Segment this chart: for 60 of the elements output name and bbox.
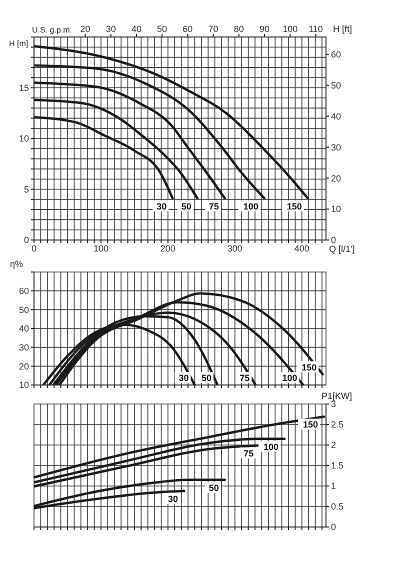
x-tick-label: 300 (227, 243, 242, 254)
y2-tick-label: 10 (331, 204, 342, 214)
y-tick-label: 50 (18, 304, 29, 315)
x-tick-label: 0 (31, 243, 37, 254)
series-label: 75 (208, 201, 219, 212)
y2-tick-label: 40 (331, 111, 342, 122)
y2-tick-label: 50 (331, 80, 342, 90)
y-tick-label: 20 (18, 361, 29, 372)
x2-tick-label: 80 (234, 24, 244, 34)
x-tick-label: 100 (93, 243, 108, 254)
y-tick-label: 15 (18, 82, 29, 93)
series-label: 150 (286, 201, 302, 212)
x2-tick-label: 110 (308, 24, 323, 34)
y-tick-label: 30 (18, 342, 29, 353)
y2-tick-label: 0 (331, 522, 336, 532)
series-label: 30 (178, 373, 189, 383)
x-tick-label: 400 (294, 243, 310, 254)
x2-tick-label: 30 (106, 24, 116, 34)
y-tick-label: 5 (24, 184, 29, 194)
series-label: 30 (156, 201, 167, 212)
series-label: 100 (282, 373, 298, 383)
y-tick-label: 10 (18, 134, 29, 144)
x2-tick-label: 100 (282, 24, 298, 34)
y-tick-label: 60 (18, 286, 29, 296)
x2-tick-label: 70 (208, 24, 218, 34)
y2-tick-label: 0 (331, 235, 336, 246)
y-axis-title: η% (10, 259, 24, 269)
x2-tick-label: 40 (131, 24, 142, 34)
y2-tick-label: 3 (331, 399, 336, 410)
series-label: 75 (240, 373, 250, 383)
y2-axis-title: H [ft] (332, 24, 352, 34)
y2-tick-label: 60 (331, 50, 342, 60)
y-tick-label: 10 (18, 380, 29, 390)
y2-axis-title: P1[KW] (321, 391, 352, 401)
series-label: 75 (244, 448, 254, 458)
y2-tick-label: 1 (331, 481, 336, 492)
x-axis-title: Q [l/1'] (329, 244, 355, 254)
y2-tick-label: 2 (331, 440, 336, 450)
x2-tick-label: 20 (80, 24, 90, 34)
y-tick-label: 0 (24, 235, 29, 246)
y2-tick-label: 1.5 (331, 460, 344, 471)
y2-tick-label: 20 (331, 173, 342, 184)
y-axis-title: H [m] (9, 39, 28, 48)
x2-tick-label: 50 (157, 24, 168, 34)
x2-tick-label: 60 (182, 24, 193, 34)
series-label: 100 (263, 442, 278, 452)
series-label: 30 (168, 494, 178, 504)
series-label: 100 (243, 201, 258, 212)
series-label: 50 (201, 373, 212, 383)
y2-tick-label: 2.5 (331, 420, 344, 430)
series-label: 50 (181, 201, 192, 212)
x2-axis-title: U.S. g.p.m. (32, 26, 72, 34)
x2-tick-label: 90 (260, 24, 270, 34)
y2-tick-label: 0.5 (331, 502, 344, 512)
y-tick-label: 40 (18, 324, 29, 334)
x-tick-label: 200 (160, 243, 176, 254)
series-label: 150 (302, 362, 317, 372)
y2-tick-label: 30 (331, 142, 342, 152)
series-label: 50 (208, 482, 219, 493)
series-label: 150 (302, 420, 318, 430)
